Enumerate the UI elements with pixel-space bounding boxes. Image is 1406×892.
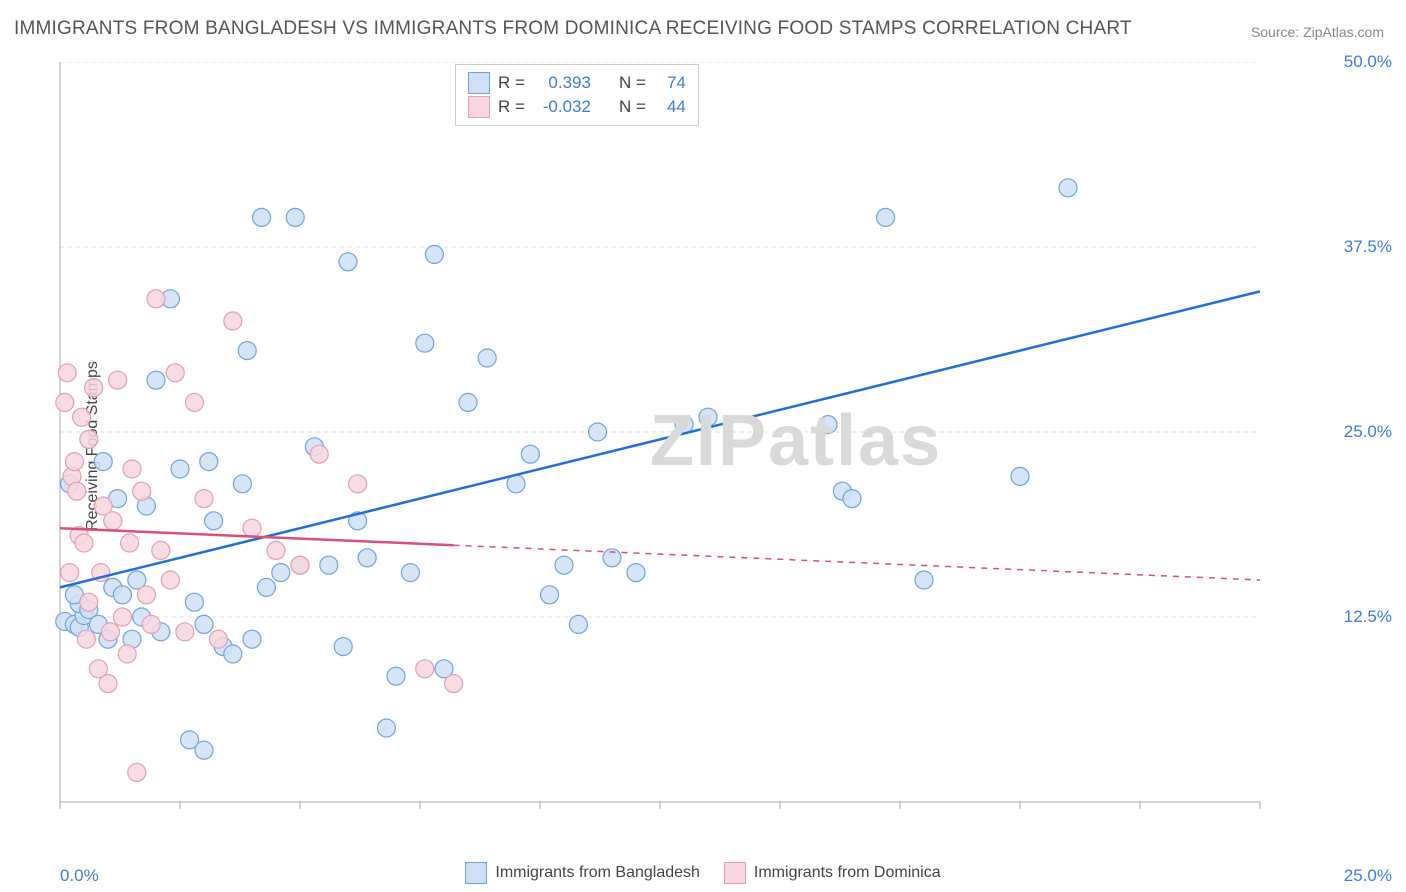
n-value: 74 xyxy=(654,71,686,95)
correlation-row: R = 0.393 N = 74 xyxy=(468,71,686,95)
legend-item: Immigrants from Bangladesh xyxy=(465,862,700,884)
chart-container: IMMIGRANTS FROM BANGLADESH VS IMMIGRANTS… xyxy=(0,0,1406,892)
n-label: N = xyxy=(619,71,646,95)
chart-title: IMMIGRANTS FROM BANGLADESH VS IMMIGRANTS… xyxy=(14,18,1132,40)
y-tick-label: 25.0% xyxy=(1344,422,1392,442)
n-label: N = xyxy=(619,95,646,119)
legend-label: Immigrants from Dominica xyxy=(754,864,941,881)
r-value: -0.032 xyxy=(533,95,591,119)
legend-label: Immigrants from Bangladesh xyxy=(495,864,700,881)
legend-swatch xyxy=(468,72,490,94)
plot-area xyxy=(50,62,1320,842)
scatter-plot-svg xyxy=(50,62,1320,842)
correlation-row: R = -0.032 N = 44 xyxy=(468,95,686,119)
y-tick-label: 50.0% xyxy=(1344,52,1392,72)
legend-swatch xyxy=(724,862,746,884)
r-label: R = xyxy=(498,95,525,119)
correlation-legend-box: R = 0.393 N = 74 R = -0.032 N = 44 xyxy=(455,64,699,126)
y-tick-label: 12.5% xyxy=(1344,607,1392,627)
r-value: 0.393 xyxy=(533,71,591,95)
r-label: R = xyxy=(498,71,525,95)
source-attribution: Source: ZipAtlas.com xyxy=(1251,24,1384,40)
legend-swatch xyxy=(468,96,490,118)
legend-item: Immigrants from Dominica xyxy=(724,862,941,884)
bottom-legend: Immigrants from Bangladesh Immigrants fro… xyxy=(0,862,1406,884)
n-value: 44 xyxy=(654,95,686,119)
legend-swatch xyxy=(465,862,487,884)
y-tick-label: 37.5% xyxy=(1344,237,1392,257)
